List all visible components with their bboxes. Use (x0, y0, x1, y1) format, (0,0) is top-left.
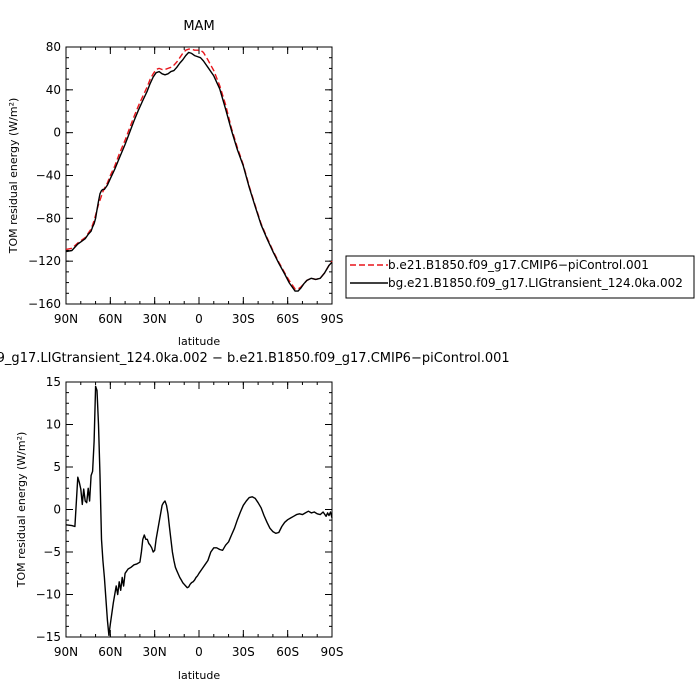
x-tick-label: 60N (98, 645, 122, 659)
legend-entry-1: bg.e21.B1850.f09_g17.LIGtransient_124.0k… (388, 276, 683, 290)
y-tick-label: 15 (46, 375, 61, 389)
y-axis-label: TOM residual energy (W/m²) (15, 432, 28, 589)
x-tick-label: 0 (195, 645, 203, 659)
x-tick-label: 60S (276, 312, 299, 326)
legend-box (345, 255, 695, 299)
x-tick-label: 30S (232, 312, 255, 326)
y-tick-label: −5 (43, 545, 61, 559)
x-tick-label: 0 (195, 312, 203, 326)
chart-difference: 90N 60N 30N 0 30S 60S 90S −15 −10 −5 0 5 10 15 bg.e21.… (0, 351, 510, 682)
plot-frame (65, 46, 333, 305)
chart-title: bg.e21.B1850.f09_g17.LIGtransient_124.0k… (0, 351, 510, 366)
y-tick-label: 40 (46, 83, 61, 97)
chart-mam: 90N 60N 30N 0 30S 60S 90S −160 −120 −80 −40 0 40 80 MA… (7, 19, 343, 348)
x-axis-label: latitude (178, 669, 220, 682)
y-tick-label: 0 (53, 126, 61, 140)
legend-entry-0: b.e21.B1850.f09_g17.CMIP6−piControl.001 (388, 258, 649, 272)
legend: b.e21.B1850.f09_g17.CMIP6−piControl.001b… (345, 255, 695, 299)
y-tick-label: −120 (28, 254, 61, 268)
y-tick-label: −40 (36, 169, 61, 183)
x-axis-label: latitude (178, 335, 220, 348)
series-line-1 (65, 51, 333, 292)
y-tick-label: −15 (36, 630, 61, 644)
y-tick-label: −80 (36, 211, 61, 225)
y-tick-label: −10 (36, 588, 61, 602)
chart-title: MAM (183, 19, 214, 34)
y-tick-label: −160 (28, 297, 61, 311)
x-tick-label: 30N (143, 312, 167, 326)
x-tick-label: 60S (276, 645, 299, 659)
series-line-0 (65, 385, 333, 636)
x-tick-label: 90N (54, 312, 78, 326)
y-tick-label: 0 (53, 503, 61, 517)
x-tick-label: 90S (321, 645, 344, 659)
y-tick-label: 10 (46, 418, 61, 432)
x-tick-label: 30S (232, 645, 255, 659)
x-tick-label: 90S (321, 312, 344, 326)
series-line-0 (65, 48, 333, 290)
y-axis-label: TOM residual energy (W/m²) (7, 98, 20, 255)
x-tick-label: 90N (54, 645, 78, 659)
x-tick-label: 30N (143, 645, 167, 659)
x-tick-label: 60N (98, 312, 122, 326)
y-tick-label: 80 (46, 40, 61, 54)
y-tick-label: 5 (53, 460, 61, 474)
